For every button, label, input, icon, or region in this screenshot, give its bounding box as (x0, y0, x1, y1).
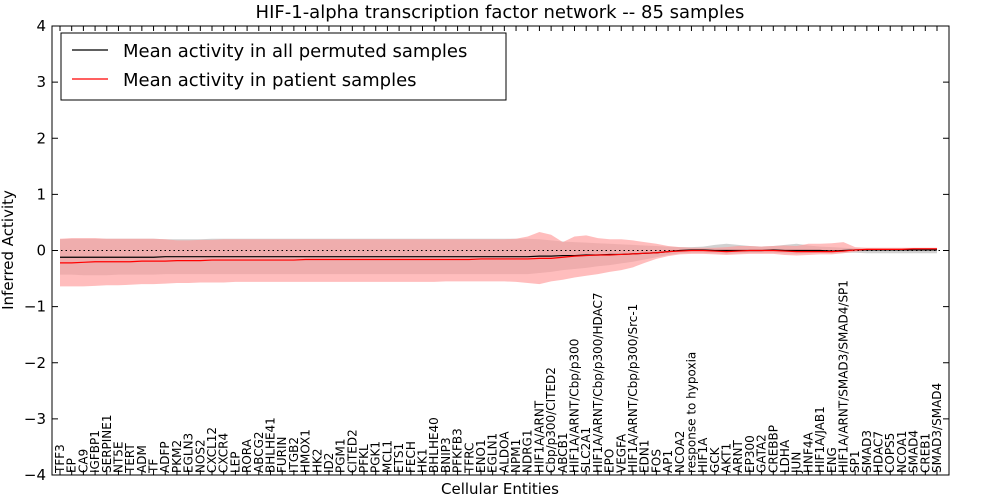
legend-entry-permuted: Mean activity in all permuted samples (123, 41, 467, 62)
x-tick-label: EP (65, 458, 79, 473)
y-tick-label: −3 (24, 410, 46, 428)
x-tick-label: ENG (825, 447, 839, 473)
x-tick-label: GCK (708, 446, 722, 473)
x-tick-label: GATA2 (755, 434, 769, 473)
x-tick-label: NCOA1 (895, 431, 909, 473)
x-tick-label: EPO (603, 449, 617, 473)
x-tick-label: NPM1 (509, 439, 523, 473)
x-tick-label: PKM2 (170, 440, 184, 473)
y-tick-label: 2 (36, 129, 46, 147)
x-tick-label: NCOA2 (673, 431, 687, 473)
permuted-mean-line (60, 249, 937, 258)
x-tick-label: HIF1A/ARNT/Cbp/p300 (568, 339, 582, 473)
x-tick-label: NDRG1 (521, 430, 535, 474)
x-tick-label: CXCL12 (205, 427, 219, 473)
y-tick-label: 3 (36, 73, 46, 91)
y-tick-label: −2 (24, 354, 46, 372)
x-tick-label: ENO1 (474, 439, 488, 473)
plot-area (52, 231, 949, 287)
x-tick-label: ITGB2 (287, 437, 301, 473)
x-tick-label: LDHA (778, 439, 792, 473)
x-tick-label: HIF1A/ARNT/Cbp/p300/Src-1 (626, 304, 640, 473)
x-tick-label: ALDOA (497, 431, 511, 473)
x-tick-label: EDN1 (638, 440, 652, 473)
x-tick-label: HDAC7 (872, 431, 886, 473)
y-tick-label: −1 (24, 298, 46, 316)
x-tick-label: HK1 (415, 448, 429, 473)
x-tick-label: CXCR4 (217, 433, 231, 473)
x-tick-label: SLC2A1 (579, 427, 593, 473)
y-axis-label: Inferred Activity (0, 190, 17, 310)
x-tick-label: CA9 (76, 449, 90, 473)
x-tick-label: ABCG2 (252, 431, 266, 473)
x-tick-label: SERPINE1 (100, 414, 114, 473)
x-tick-label: FURIN (275, 436, 289, 473)
x-axis-label: Cellular Entities (441, 480, 559, 498)
legend-box (60, 32, 507, 101)
x-tick-label: PGM1 (334, 438, 348, 473)
x-tick-label: PFKFB3 (451, 428, 465, 473)
x-tick-label: SMAD4 (907, 430, 921, 473)
x-tick-label: HNF4A (801, 431, 815, 473)
x-tick-label: FOS (649, 449, 663, 473)
x-tick-label: TFRC (462, 443, 476, 474)
x-tick-label: BHLHE41 (263, 417, 277, 473)
x-tick-label: HIF1A/ARNT/SMAD3/SMAD4/SP1 (836, 280, 850, 473)
y-tick-label: 0 (36, 242, 46, 260)
x-tick-label: MCL1 (380, 440, 394, 473)
x-tick-label: ADFP (158, 441, 172, 473)
x-tick-label: SP1 (848, 451, 862, 474)
x-tick-label: ARNT (731, 439, 745, 473)
x-tick-label: Cbp/p300/CITED2 (544, 367, 558, 473)
x-tick-label: EGLN3 (182, 433, 196, 473)
x-tick-label: JUN (790, 452, 804, 474)
legend: Mean activity in all permuted samples Me… (60, 32, 507, 101)
chart-title: HIF-1-alpha transcription factor network… (256, 2, 745, 23)
x-tick-label: LEP (228, 451, 242, 473)
x-tick-label: ETS1 (392, 443, 406, 473)
x-tick-label: SMAD3 (860, 430, 874, 473)
x-tick-label: RORA (240, 438, 254, 473)
y-tick-label: −4 (24, 466, 46, 484)
x-tick-label: HIF1A/JAB1 (813, 406, 827, 473)
x-tick-label: VEGFA (614, 433, 628, 473)
x-tick-label: AP1 (661, 450, 675, 473)
x-tick-label: TERT (123, 443, 137, 474)
x-tick-label: PFKL (357, 444, 371, 473)
x-tick-label: HIF1A (696, 437, 710, 473)
x-tick-label: HK2 (310, 448, 324, 473)
x-tick-label: ABCB1 (556, 433, 570, 473)
x-tick-label: response to hypoxia (684, 352, 698, 473)
x-tick-label: ID2 (322, 453, 336, 473)
x-tick-label: FECH (404, 441, 418, 473)
x-tick-label: TFF3 (53, 444, 67, 474)
patient-mean-line (60, 248, 937, 264)
x-tick-label: PGK1 (369, 441, 383, 473)
x-tick-label: IGFBP1 (88, 430, 102, 473)
x-tick-label: SMAD3/SMAD4 (930, 383, 944, 473)
x-tick-label: CREB1 (918, 433, 932, 473)
x-tick-label: COPS5 (883, 433, 897, 473)
x-tick-label: AKT1 (720, 443, 734, 473)
y-tick-label: 1 (36, 185, 46, 203)
x-tick-label: CREBBP (766, 425, 780, 473)
x-tick-label: CITED2 (345, 429, 359, 473)
legend-entry-patient: Mean activity in patient samples (123, 70, 417, 91)
x-tick-label: BHLHE40 (427, 417, 441, 473)
x-tick-label: TF (147, 459, 161, 474)
x-tick-label: NOS2 (193, 439, 207, 473)
x-tick-label: EP300 (743, 435, 757, 473)
x-tick-label: BNIP3 (439, 437, 453, 473)
y-tick-label: 4 (36, 17, 46, 35)
x-tick-label: ADM (135, 445, 149, 473)
x-tick-label: HIF1A/ARNT/Cbp/p300/HDAC7 (591, 292, 605, 473)
axis-ticks: −4 −3 −2 −1 0 1 2 3 4 TFF3EPCA9IGFBP1SERPINE1NT5E… (24, 17, 949, 484)
x-tick-label: EGLN1 (486, 433, 500, 473)
x-tick-label: HMOX1 (299, 429, 313, 473)
x-tick-label: NT5E (111, 441, 125, 473)
x-tick-label: HIF1A/ARNT (532, 400, 546, 473)
